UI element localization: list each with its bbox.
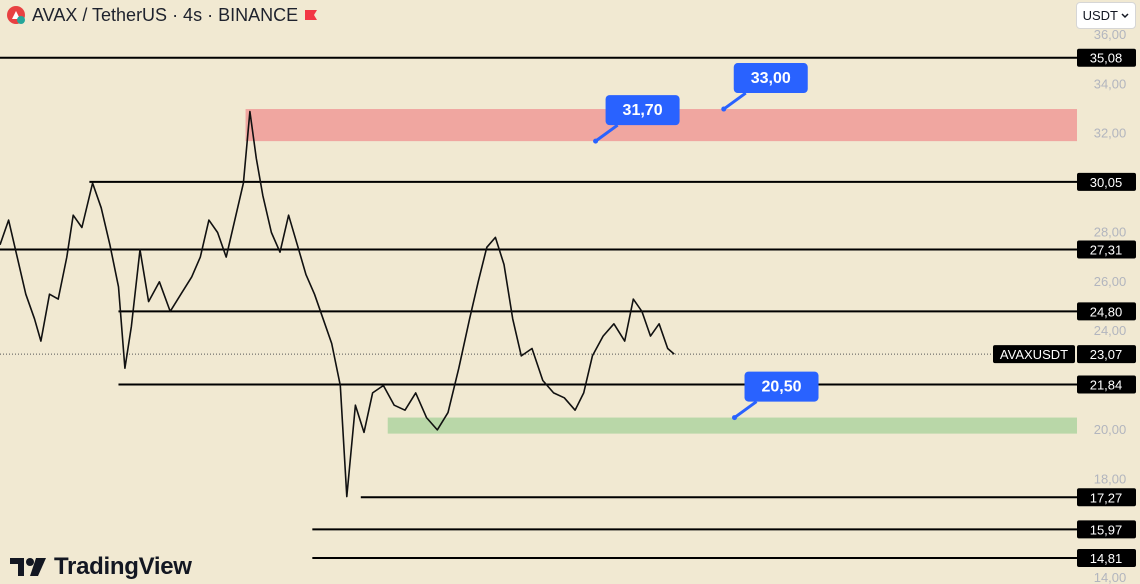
callout-pointer (733, 400, 758, 419)
symbol-badge (993, 345, 1075, 364)
level-price-badge (1077, 240, 1136, 259)
brand-name: TradingView (54, 553, 192, 580)
chart-header: AVAX / TetherUS · 4s · BINANCE (6, 4, 318, 26)
callout-box[interactable] (744, 371, 819, 402)
symbol-title: AVAX / TetherUS · 4s · BINANCE (32, 4, 299, 25)
level-price-badge (1077, 172, 1136, 191)
currency-label: USDT (1082, 8, 1118, 23)
currency-selector[interactable]: USDT (1075, 2, 1136, 29)
y-tick-label: 26,00 (1094, 274, 1127, 289)
level-price-label: 21,84 (1090, 377, 1123, 392)
level-price-label: 17,27 (1090, 490, 1123, 505)
callout-anchor[interactable] (593, 138, 599, 144)
level-price-label: 24,80 (1090, 304, 1123, 319)
tradingview-brand: TradingView (10, 553, 192, 581)
support-zone (387, 417, 1078, 434)
level-price-label: 35,08 (1090, 51, 1123, 66)
level-price-label: 27,31 (1090, 242, 1123, 257)
level-price-badge (1077, 549, 1136, 568)
callout-pointer (722, 91, 747, 111)
callout-label: 31,70 (623, 102, 663, 119)
level-price-label: 14,81 (1090, 551, 1123, 566)
callout-anchor[interactable] (732, 415, 738, 421)
y-tick-label: 14,00 (1094, 570, 1127, 584)
y-tick-label: 20,00 (1094, 422, 1127, 437)
level-price-label: 15,97 (1090, 522, 1123, 537)
level-price-badge (1077, 488, 1136, 507)
symbol-label: AVAXUSDT (1000, 347, 1068, 362)
y-tick-label: 36,00 (1094, 27, 1127, 42)
level-price-label: 30,05 (1090, 175, 1123, 190)
callout-anchor[interactable] (721, 106, 727, 112)
tradingview-logo-icon (10, 558, 46, 576)
current-price-badge (1077, 345, 1136, 364)
y-tick-label: 18,00 (1094, 471, 1127, 486)
callout-box[interactable] (733, 63, 808, 94)
callout-pointer (594, 123, 619, 143)
chevron-down-icon (1121, 12, 1129, 18)
y-tick-label: 28,00 (1094, 224, 1127, 239)
callout-label: 33,00 (751, 70, 791, 87)
current-price-label: 23,07 (1090, 347, 1123, 362)
flag-icon[interactable] (304, 9, 318, 21)
level-price-badge (1077, 302, 1136, 321)
level-price-badge (1077, 48, 1136, 67)
callout-label: 20,50 (761, 379, 801, 396)
y-tick-label: 24,00 (1094, 323, 1127, 338)
level-price-badge (1077, 375, 1136, 394)
avax-logo-icon (7, 6, 25, 24)
level-price-badge (1077, 520, 1136, 539)
callout-box[interactable] (605, 95, 680, 126)
y-tick-label: 34,00 (1094, 76, 1127, 91)
price-line (0, 110, 675, 498)
y-tick-label: 32,00 (1094, 126, 1127, 141)
